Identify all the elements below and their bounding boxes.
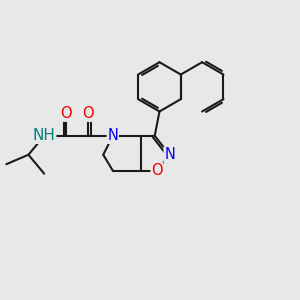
Text: N: N bbox=[107, 128, 118, 143]
Text: O: O bbox=[82, 106, 94, 121]
Text: O: O bbox=[151, 163, 163, 178]
Text: NH: NH bbox=[33, 128, 56, 143]
Text: O: O bbox=[61, 106, 72, 121]
Text: N: N bbox=[164, 147, 175, 162]
